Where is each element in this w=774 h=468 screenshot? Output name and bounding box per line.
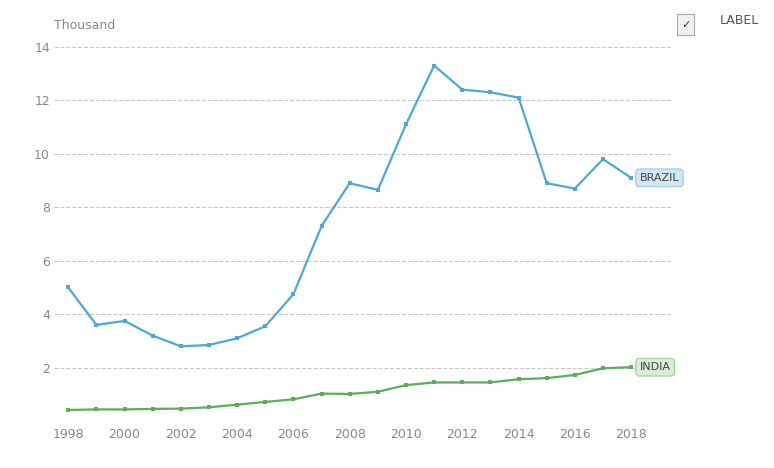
Text: Thousand: Thousand (54, 19, 115, 32)
Text: LABEL: LABEL (719, 14, 759, 27)
Text: ✓: ✓ (681, 20, 690, 29)
Text: BRAZIL: BRAZIL (639, 173, 680, 183)
Text: INDIA: INDIA (639, 362, 670, 372)
